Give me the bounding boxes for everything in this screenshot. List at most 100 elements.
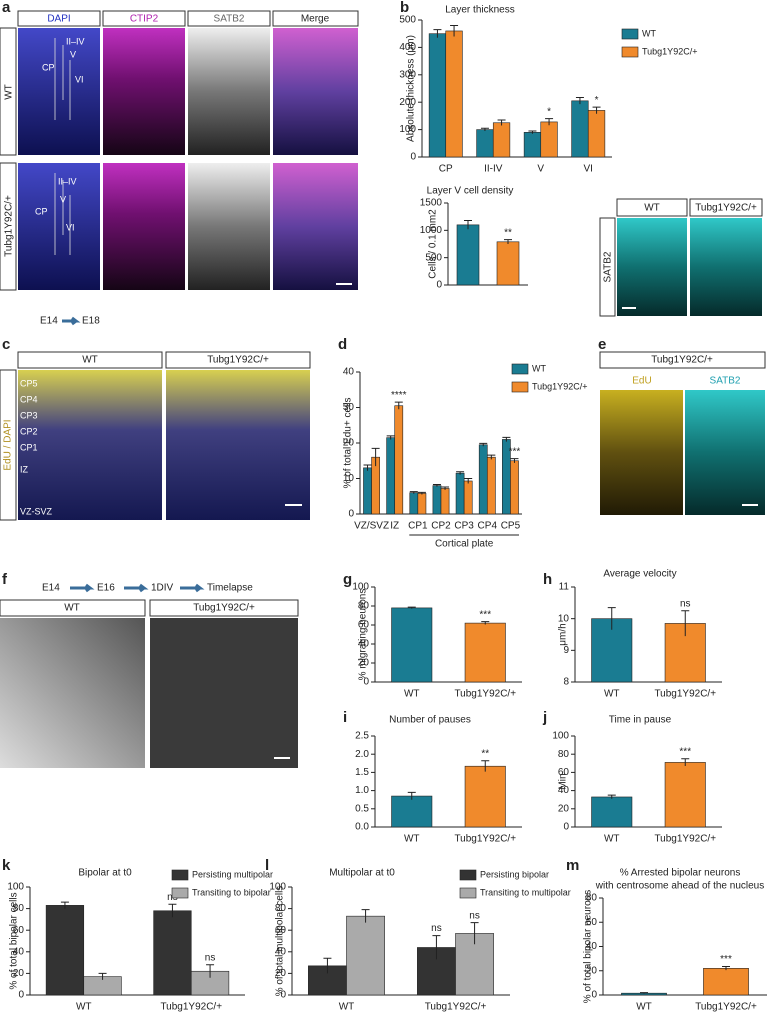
bar (394, 405, 404, 515)
y-axis-label: % of total multipolar cells (275, 886, 286, 997)
bar (540, 121, 558, 158)
timeline-label: E14 (40, 316, 58, 327)
y-tick-label: 20 (586, 965, 598, 976)
y-tick-label: 40 (275, 946, 287, 957)
y-tick-label: 60 (586, 917, 598, 928)
y-tick-label: 30 (343, 402, 355, 413)
significance: *** (479, 609, 491, 620)
bar (391, 607, 433, 683)
error-bar (504, 239, 512, 244)
error-bar (433, 29, 442, 38)
panel-letter: k (2, 857, 11, 874)
error-bar (363, 464, 372, 471)
x-tick-label: WT (604, 689, 620, 700)
row-label: WT (4, 84, 15, 100)
header-box (689, 198, 763, 217)
panel-a: DAPI CTIP2 SATB2 Merge WT Tubg1Y92C/+ II… (0, 10, 359, 291)
panel-letter: e (598, 336, 606, 353)
x-tick-label: WT (404, 689, 420, 700)
micrograph (617, 218, 687, 316)
error-bar (361, 909, 370, 923)
bar (391, 795, 433, 828)
chart-title: Multipolar at t0 (329, 868, 395, 879)
y-tick-label: 1000 (420, 225, 443, 236)
significance: ns (469, 910, 480, 921)
error-bar (722, 966, 730, 971)
y-tick-label: 2.5 (355, 731, 369, 742)
error-bar (510, 458, 519, 463)
error-bar (98, 972, 107, 980)
y-tick-label: 100 (352, 582, 369, 593)
bar (464, 622, 506, 683)
panel-f: E14 E16 1DIV Timelapse WT Tubg1Y92C/+ (0, 583, 299, 768)
y-tick-label: 2.0 (355, 749, 369, 760)
panel-letter: l (265, 857, 269, 874)
y-tick-label: 40 (586, 941, 598, 952)
x-tick-label: IZ (390, 521, 399, 532)
x-tick-label: WT (636, 1002, 652, 1013)
chart-title: Time in pause (609, 715, 672, 726)
x-tick-label: CP3 (454, 521, 474, 532)
bar (428, 33, 447, 158)
channel-label: EdU (632, 376, 651, 387)
bar (664, 762, 706, 828)
y-tick-label: 10 (558, 613, 570, 624)
layer-label: VI (75, 74, 84, 84)
bar (455, 472, 465, 515)
bar (486, 456, 496, 515)
header-box (599, 351, 766, 369)
y-tick-label: 40 (558, 785, 570, 796)
bar (476, 129, 494, 158)
y-tick-label: 1500 (420, 198, 443, 209)
x-tick-label: CP4 (478, 521, 498, 532)
y-tick-label: 400 (399, 42, 416, 53)
micrograph (166, 370, 310, 520)
bar (445, 30, 463, 158)
bar (45, 905, 85, 996)
legend-label: Transiting to multipolar (480, 887, 571, 897)
legend-label: Persisting bipolar (480, 869, 549, 879)
header-box (149, 599, 299, 617)
error-bar (456, 471, 465, 475)
y-tick-label: 10 (343, 473, 355, 484)
micrograph (273, 28, 358, 155)
micrograph (0, 618, 145, 768)
micrograph (600, 390, 683, 515)
error-bar (409, 491, 418, 494)
y-tick-label: 20 (343, 438, 355, 449)
panel-letter: a (2, 0, 11, 16)
y-tick-label: 20 (13, 968, 25, 979)
header-label: Tubg1Y92C/+ (207, 355, 269, 366)
panel-letter: c (2, 336, 10, 353)
y-tick-label: 100 (7, 882, 24, 893)
channel-label: SATB2 (214, 14, 245, 25)
y-axis-label: % migrating neurons (358, 589, 369, 681)
bar (496, 241, 520, 286)
y-tick-label: 60 (358, 620, 370, 631)
legend-swatch (511, 381, 529, 393)
header-box (102, 10, 186, 27)
header-box (17, 10, 101, 27)
layer-lines (54, 38, 71, 255)
header-box (0, 599, 146, 617)
error-bar (528, 130, 537, 134)
y-tick-label: 100 (552, 731, 569, 742)
y-tick-label: 100 (399, 124, 416, 135)
micrograph (690, 218, 762, 316)
y-tick-label: 60 (13, 925, 25, 936)
error-bar (479, 442, 488, 447)
panel-letter: f (2, 571, 8, 588)
significance: ns (680, 598, 691, 609)
x-tick-label: CP1 (408, 521, 428, 532)
layer-label: V (70, 49, 76, 59)
y-tick-label: 20 (358, 658, 370, 669)
error-bar (640, 992, 648, 994)
y-tick-label: 11 (559, 582, 570, 593)
chart-title: % Arrested bipolar neurons (620, 868, 741, 879)
error-bar (168, 903, 177, 918)
error-bar (481, 621, 490, 625)
error-bar (480, 127, 489, 131)
x-tick-label: V (537, 164, 544, 175)
y-tick-label: 200 (399, 97, 416, 108)
legend-swatch (171, 869, 189, 881)
